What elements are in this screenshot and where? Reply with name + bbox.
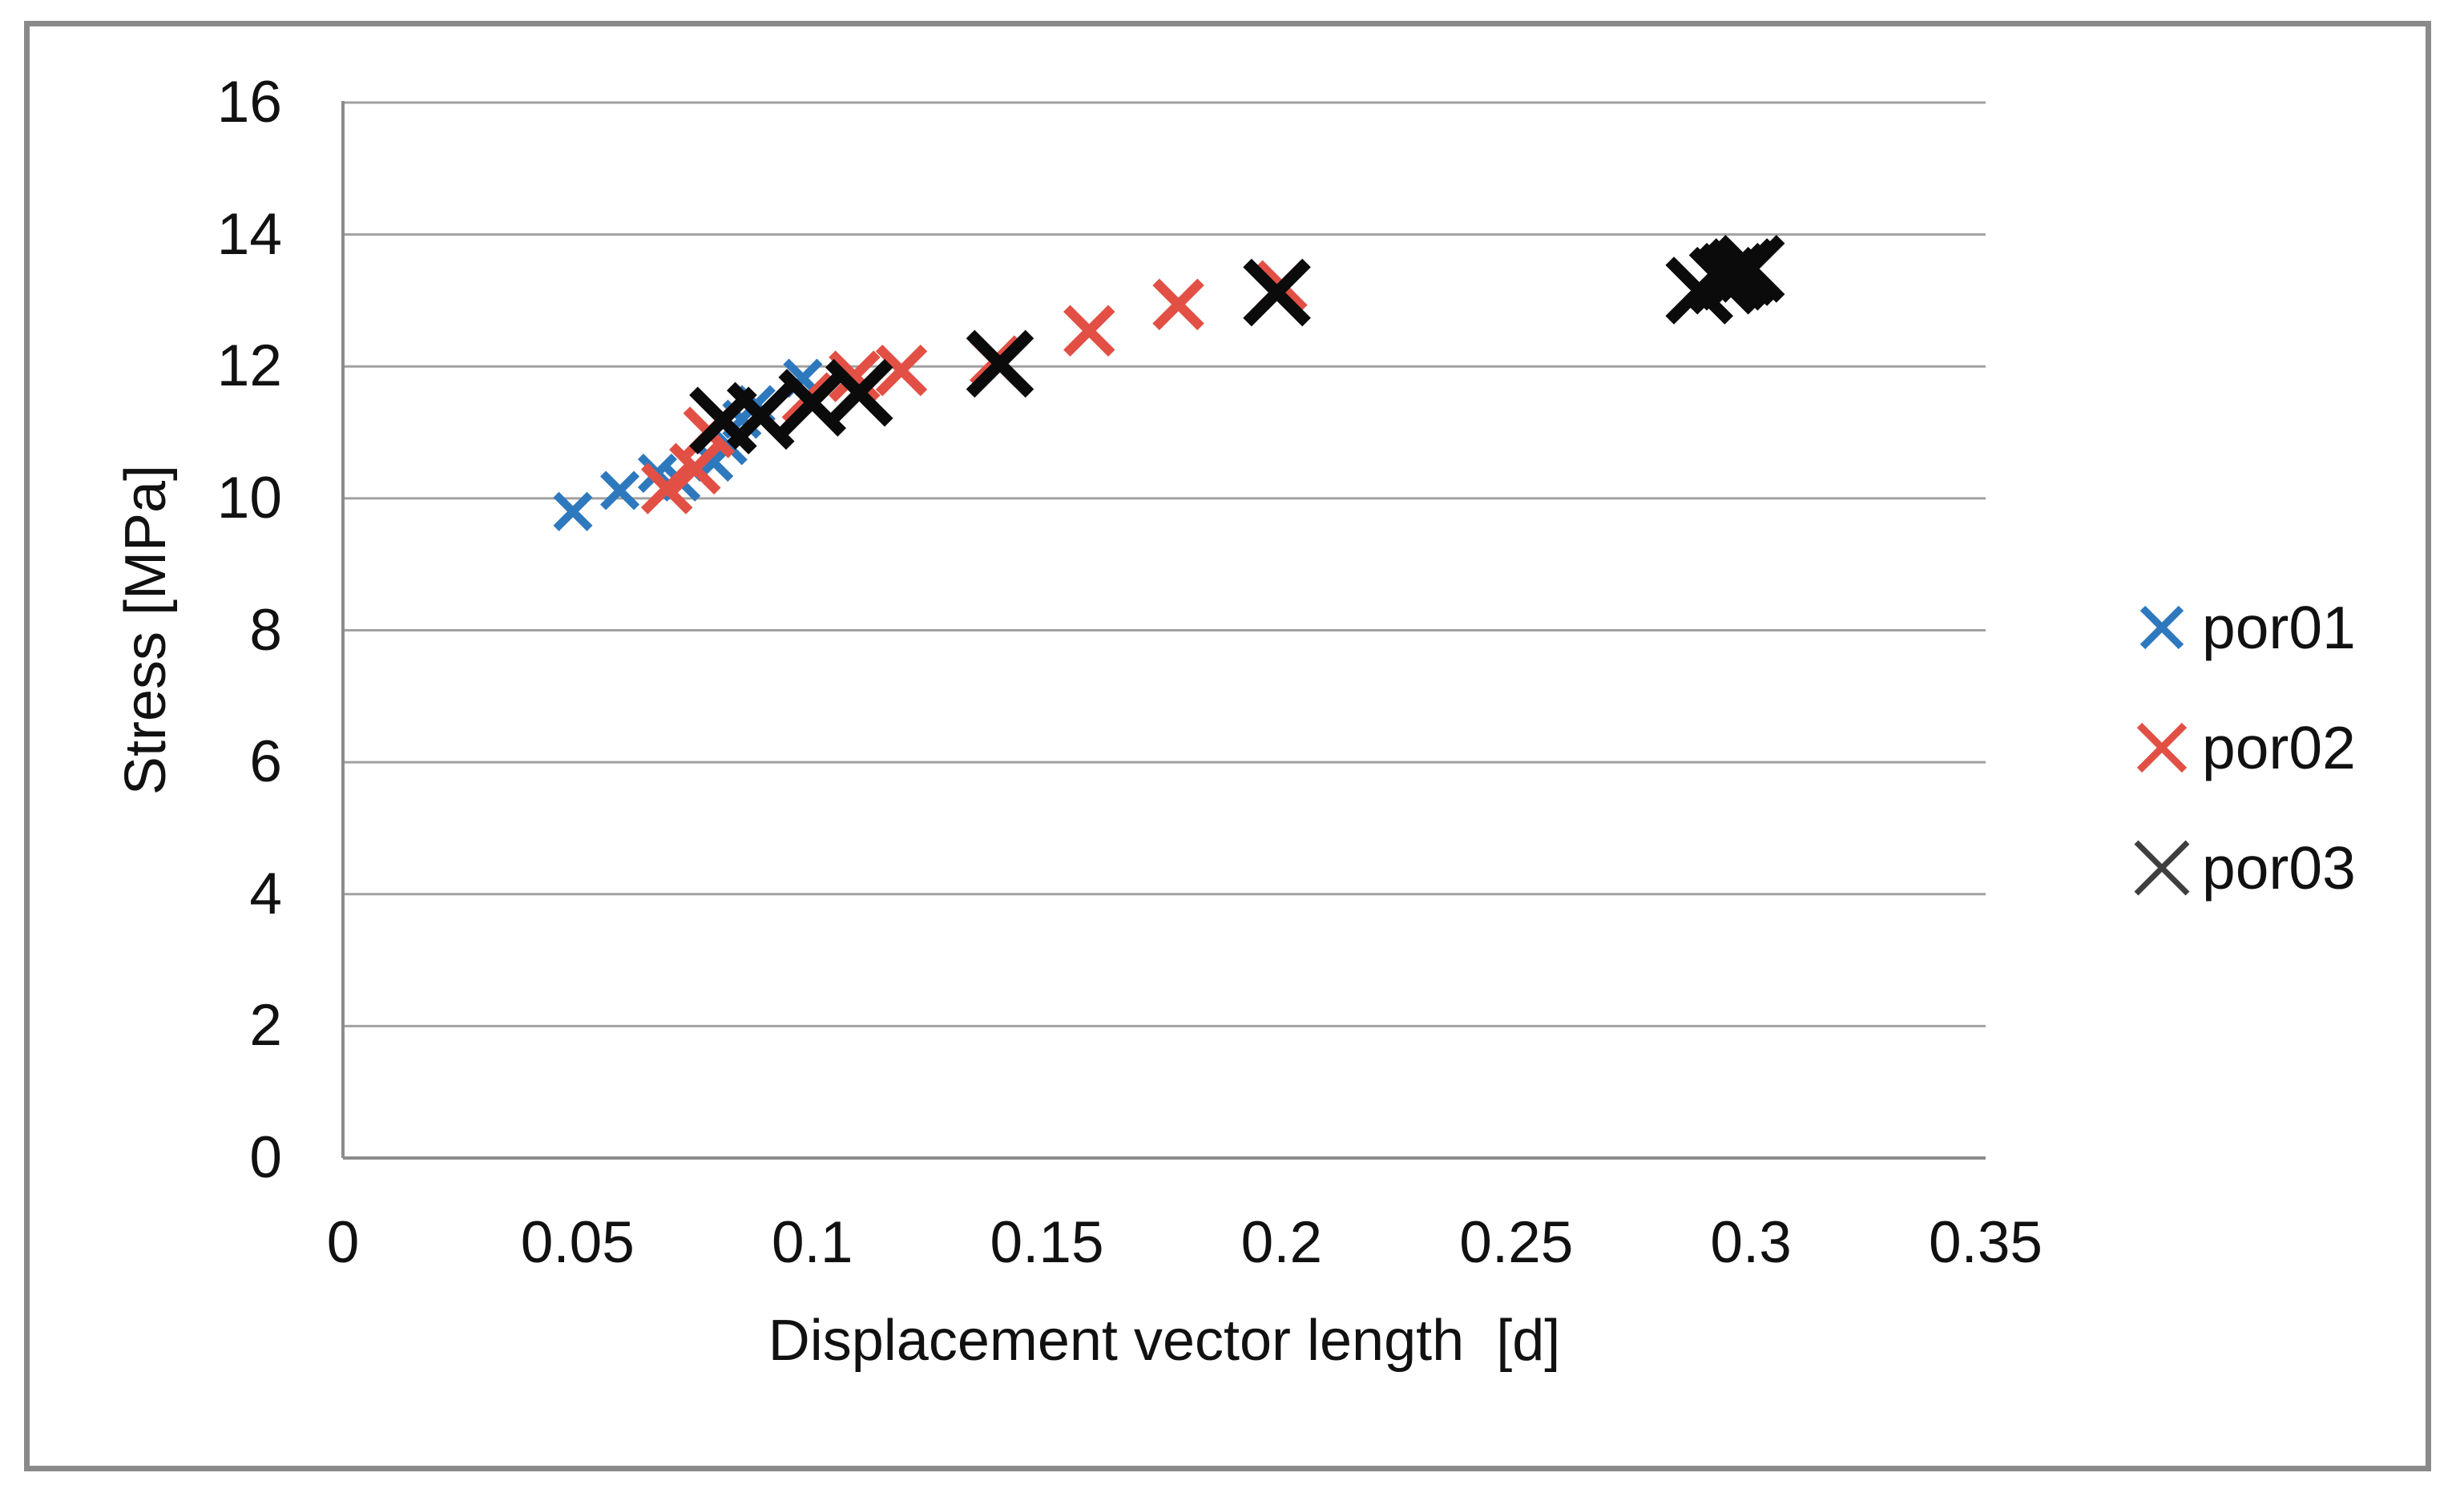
data-point-x-marker [726, 381, 795, 450]
data-point-x-marker [1063, 305, 1115, 357]
data-point-x-marker [600, 470, 640, 510]
data-point-x-marker [875, 344, 928, 397]
data-point-x-marker [829, 350, 881, 402]
legend-label: por03 [2202, 834, 2356, 902]
legend-label: por01 [2202, 594, 2356, 661]
data-point-x-marker [825, 358, 893, 427]
y-tick-label: 10 [216, 465, 282, 531]
y-tick-label: 8 [249, 597, 282, 663]
y-tick-label: 4 [249, 861, 282, 926]
axes [341, 101, 1986, 1160]
y-tick-label: 16 [216, 70, 282, 135]
legend-label: por02 [2202, 714, 2356, 781]
gridlines [343, 101, 1986, 1027]
y-tick-label: 6 [249, 729, 282, 795]
data-point-x-marker [966, 329, 1034, 398]
data-point-x-marker [640, 462, 693, 514]
x-tick-label: 0.25 [1459, 1210, 1574, 1275]
y-tick-label: 12 [216, 333, 282, 399]
x-axis-title: Displacement vector length [d] [768, 1309, 1561, 1373]
chart-outer-frame [24, 21, 2431, 1471]
data-point-x-marker [1716, 235, 1785, 303]
y-axis-title: Stress [MPa] [114, 464, 178, 796]
x-tick-label: 0.35 [1928, 1210, 2043, 1275]
x-tick-label: 0.3 [1710, 1210, 1792, 1275]
x-tick-label: 0.2 [1240, 1210, 1323, 1275]
x-tick-label: 0.1 [771, 1210, 853, 1275]
data-point-x-marker [1152, 278, 1204, 331]
series-por03-markers [689, 235, 1785, 455]
x-marker-icon [2134, 840, 2190, 896]
y-tick-label: 0 [249, 1125, 282, 1190]
data-point-x-marker [669, 442, 721, 495]
y-tick-label: 14 [216, 201, 282, 267]
x-tick-label: 0 [326, 1210, 360, 1275]
x-tick-label: 0.15 [990, 1210, 1104, 1275]
legend-item-por03: por03 [2123, 829, 2356, 906]
data-point-x-marker [1243, 258, 1311, 327]
legend-item-por01: por01 [2123, 589, 2356, 666]
chart-legend: por01 por02 por03 [2123, 569, 2444, 946]
x-tick-label: 0.05 [520, 1210, 635, 1275]
legend-item-por02: por02 [2123, 709, 2356, 786]
y-tick-label: 2 [249, 993, 282, 1059]
x-marker-icon [2136, 722, 2188, 773]
data-point-x-marker [553, 491, 593, 531]
x-marker-icon [2139, 605, 2184, 650]
